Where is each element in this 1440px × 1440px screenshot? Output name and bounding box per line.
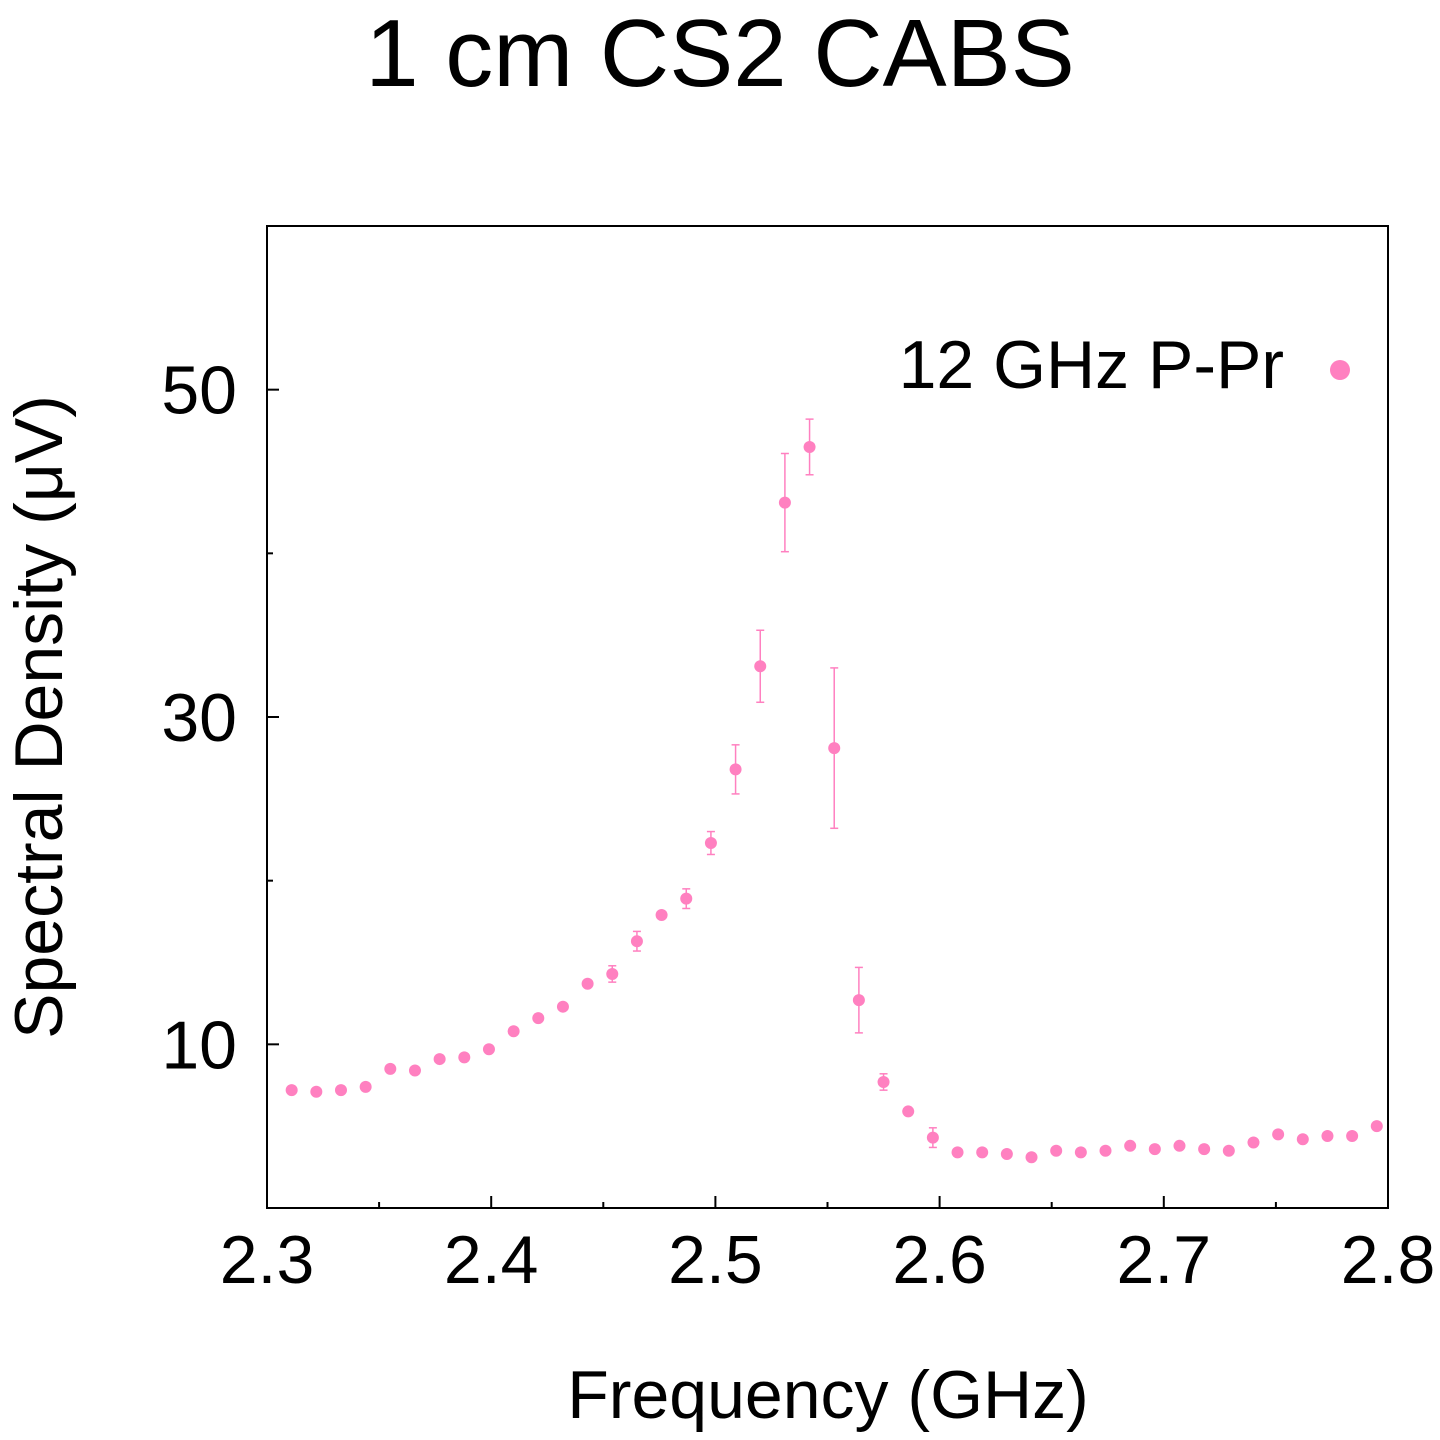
data-point (334, 1084, 347, 1097)
data-point (359, 1080, 372, 1093)
y-tick-label: 10 (161, 1007, 237, 1083)
data-point (285, 1084, 298, 1097)
data-point (1346, 1129, 1359, 1142)
y-tick-label: 50 (161, 353, 237, 429)
data-point (778, 496, 791, 509)
data-point (458, 1051, 471, 1064)
data-point (1173, 1139, 1186, 1152)
data-point (704, 837, 717, 850)
data-point (482, 1043, 495, 1056)
data-point (581, 977, 594, 990)
data-point (828, 742, 841, 755)
data-point (976, 1146, 989, 1159)
x-tick-label: 2.7 (1117, 1222, 1212, 1298)
legend-marker (1330, 360, 1350, 380)
data-point (803, 440, 816, 453)
data-point (902, 1105, 915, 1118)
data-point (1099, 1144, 1112, 1157)
data-point (433, 1053, 446, 1066)
x-tick-label: 2.3 (220, 1222, 315, 1298)
y-axis-label: Spectral Density (μV) (1, 395, 77, 1039)
x-tick-label: 2.6 (892, 1222, 987, 1298)
data-point (1198, 1143, 1211, 1156)
data-point (1247, 1136, 1260, 1149)
chart-title: 1 cm CS2 CABS (365, 0, 1075, 107)
data-point (1148, 1143, 1161, 1156)
data-point (1124, 1139, 1137, 1152)
data-point (729, 763, 742, 776)
data-point (926, 1131, 939, 1144)
data-point (1050, 1144, 1063, 1157)
data-point (1272, 1128, 1285, 1141)
data-point (655, 909, 668, 922)
legend-label: 12 GHz P-Pr (899, 327, 1284, 403)
data-point (532, 1012, 545, 1025)
data-point (877, 1075, 890, 1088)
data-point (310, 1085, 323, 1098)
data-point (408, 1064, 421, 1077)
data-point (556, 1000, 569, 1013)
data-point (754, 660, 767, 673)
data-point (1025, 1151, 1038, 1164)
data-point (507, 1025, 520, 1038)
x-axis-label: Frequency (GHz) (567, 1357, 1088, 1433)
data-point (680, 892, 693, 905)
data-point (630, 935, 643, 948)
data-point (384, 1062, 397, 1075)
data-point (1321, 1129, 1334, 1142)
x-tick-label: 2.5 (668, 1222, 763, 1298)
data-point (852, 994, 865, 1007)
data-point (1074, 1146, 1087, 1159)
y-tick-label: 30 (161, 680, 237, 756)
plot-frame (266, 225, 1389, 1209)
x-tick-label: 2.4 (444, 1222, 539, 1298)
data-point (951, 1146, 964, 1159)
x-tick-label: 2.8 (1341, 1222, 1436, 1298)
data-point (1296, 1133, 1309, 1146)
data-point (606, 967, 619, 980)
data-point (1000, 1147, 1013, 1160)
data-point (1222, 1144, 1235, 1157)
data-point (1370, 1120, 1383, 1133)
